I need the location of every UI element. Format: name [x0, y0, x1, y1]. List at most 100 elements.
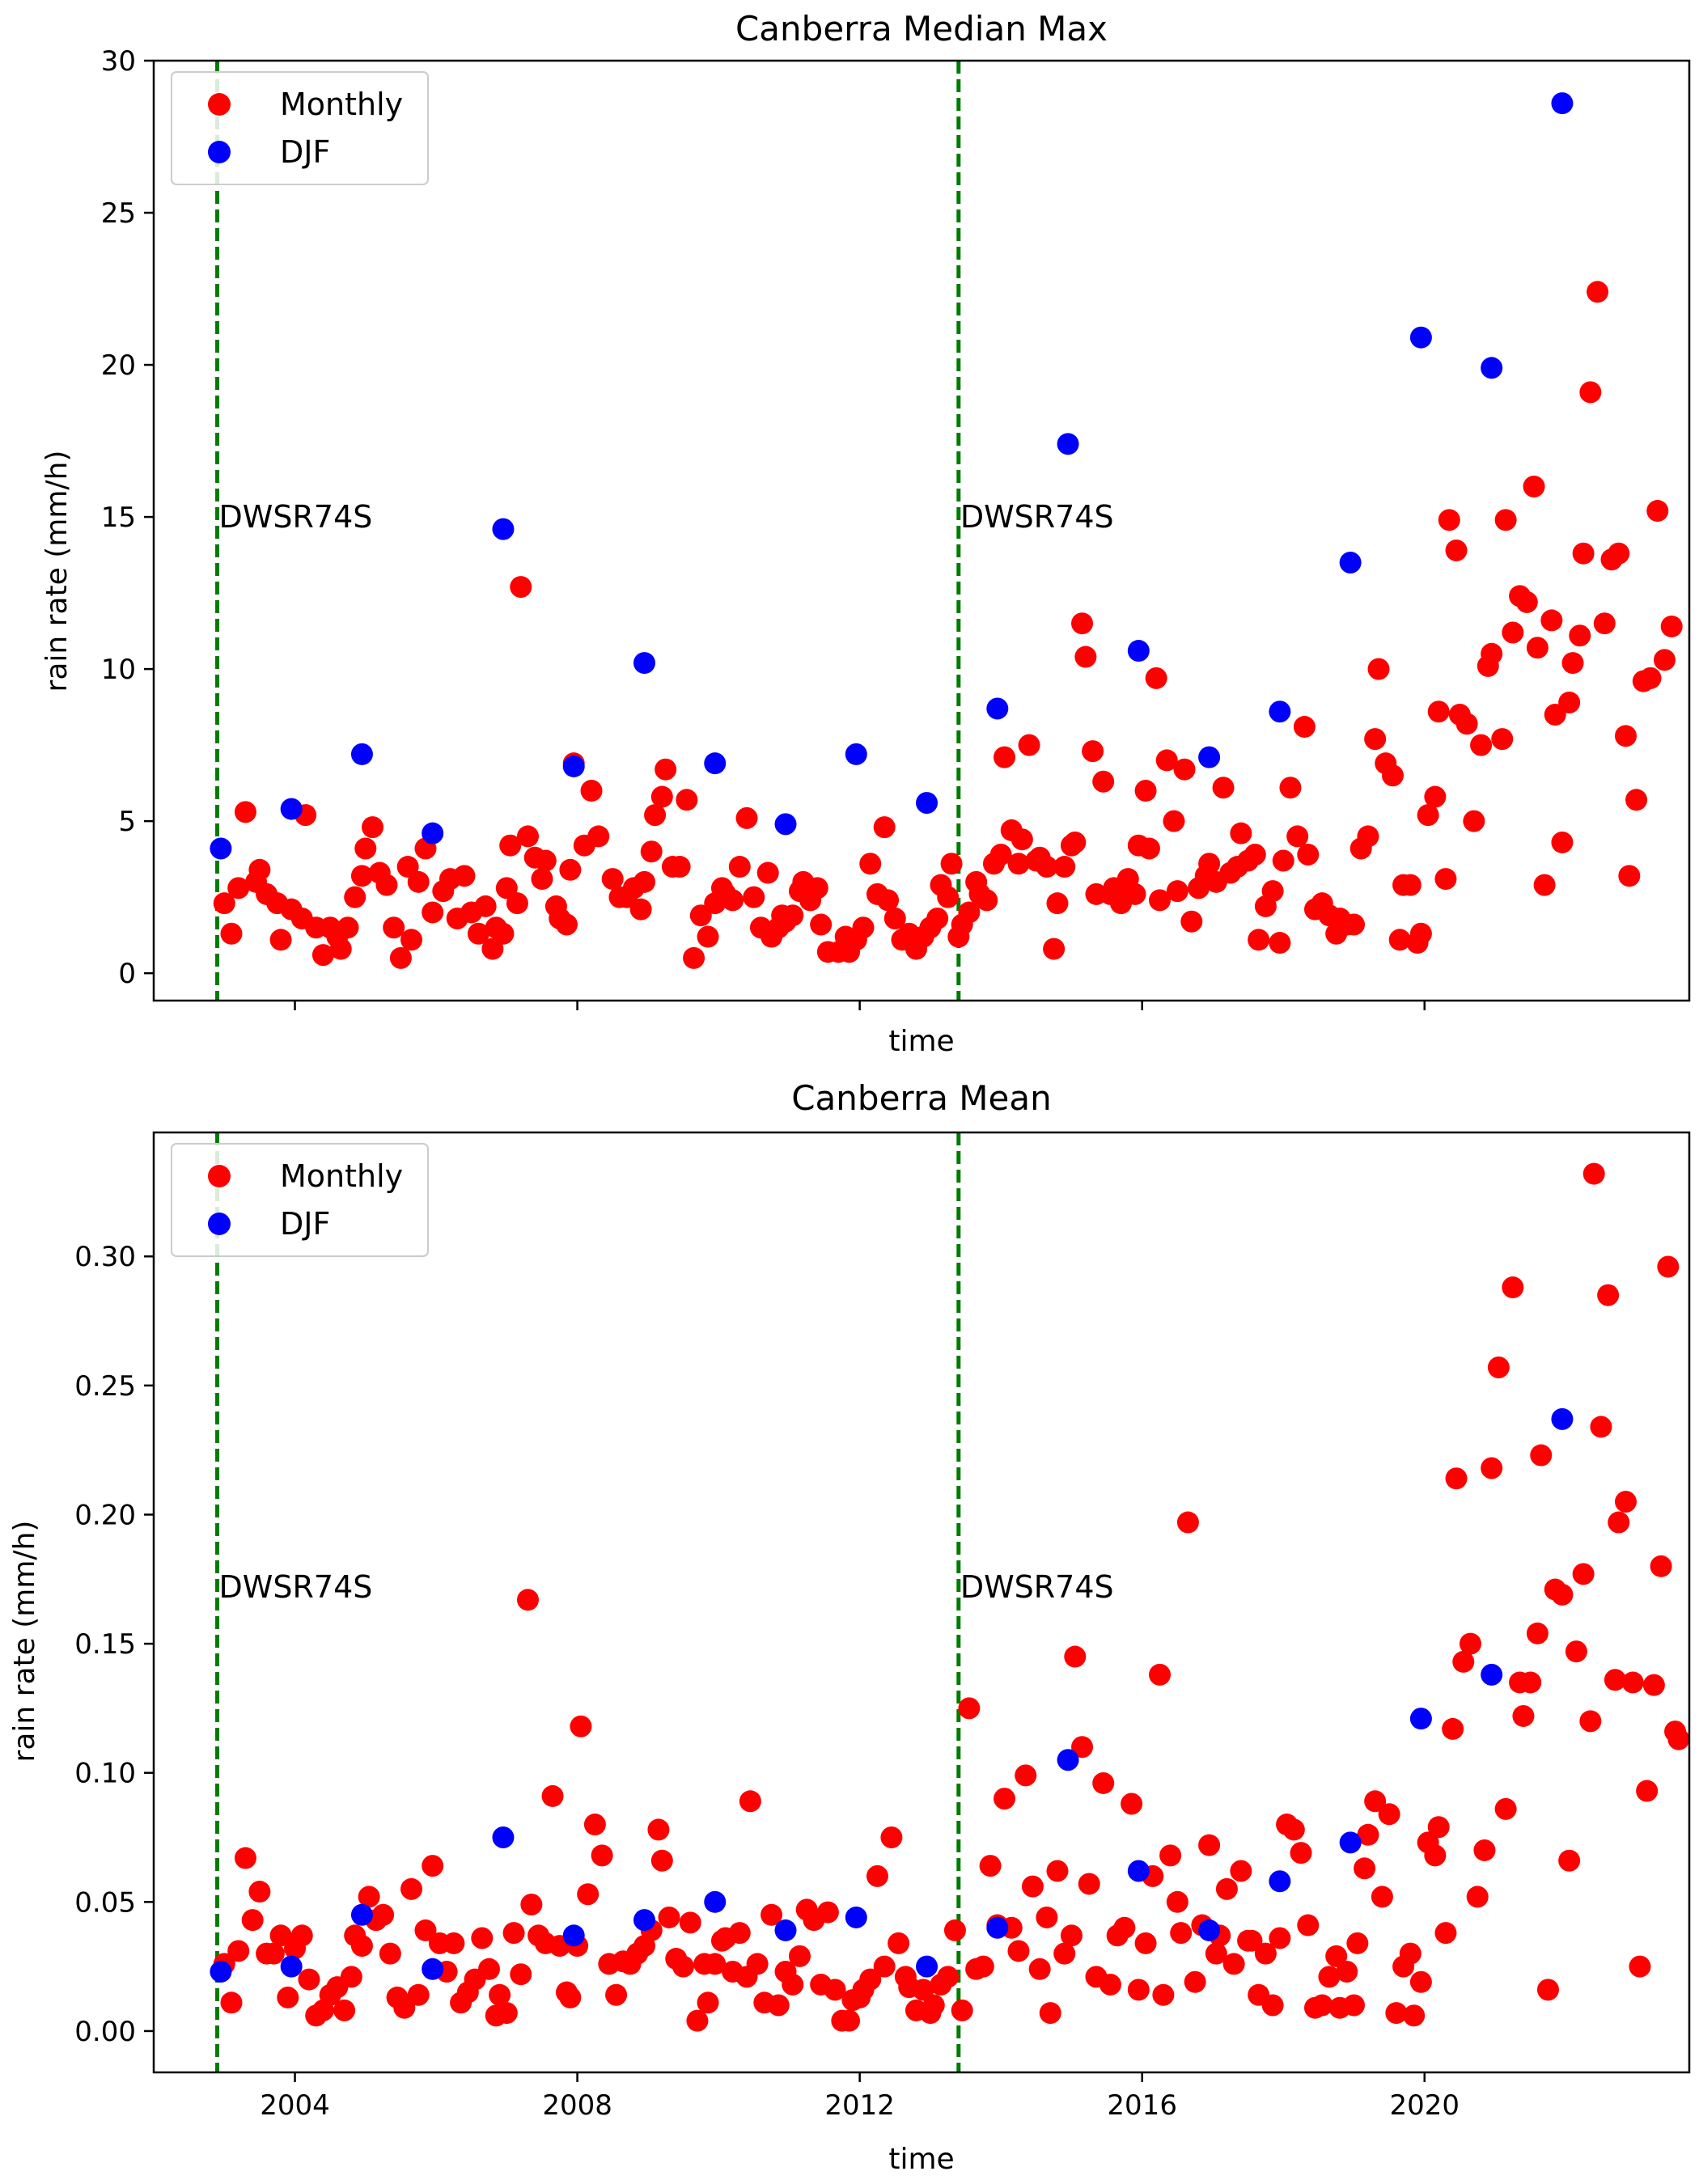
- data-point-monthly: [262, 1942, 285, 1965]
- data-point-monthly: [248, 1881, 271, 1903]
- data-point-monthly: [1074, 645, 1097, 668]
- legend-frame: [171, 71, 429, 185]
- data-point-djf: [633, 652, 655, 675]
- data-point-djf: [562, 1924, 585, 1947]
- data-point-djf: [210, 1961, 232, 1983]
- data-point-monthly: [520, 1894, 543, 1915]
- data-point-monthly: [1007, 1940, 1030, 1962]
- data-point-monthly: [1657, 1255, 1680, 1278]
- data-point-djf: [916, 1955, 938, 1978]
- data-point-monthly: [859, 853, 882, 875]
- data-point-monthly: [1385, 2002, 1408, 2025]
- data-point-monthly: [1297, 1914, 1320, 1936]
- data-point-monthly: [555, 913, 578, 936]
- data-point-monthly: [372, 1903, 395, 1926]
- legend-marker-monthly: [208, 1165, 231, 1187]
- data-point-monthly: [1007, 853, 1030, 875]
- data-point-monthly: [510, 1963, 532, 1986]
- data-point-djf: [422, 1958, 444, 1980]
- data-point-monthly: [422, 901, 444, 924]
- data-point-monthly: [658, 1906, 680, 1928]
- axes-frame: [152, 59, 1691, 1002]
- data-point-monthly: [1155, 749, 1178, 772]
- data-point-monthly: [269, 929, 292, 951]
- data-point-monthly: [1212, 777, 1235, 799]
- data-point-monthly: [683, 946, 705, 969]
- data-point-monthly: [761, 1903, 783, 1926]
- data-point-monthly: [1653, 649, 1676, 671]
- data-point-monthly: [362, 816, 384, 839]
- data-point-monthly: [467, 922, 489, 945]
- data-point-monthly: [583, 1814, 606, 1836]
- data-point-monthly: [816, 1901, 839, 1924]
- data-point-monthly: [873, 816, 896, 839]
- data-point-monthly: [743, 886, 765, 908]
- data-point-monthly: [1371, 1886, 1393, 1908]
- data-point-monthly: [739, 1790, 761, 1813]
- data-point-monthly: [1459, 1632, 1481, 1655]
- data-point-monthly: [1523, 475, 1545, 497]
- data-point-djf: [350, 743, 373, 765]
- data-point-monthly: [1149, 889, 1172, 912]
- data-point-monthly: [234, 801, 256, 823]
- data-point-monthly: [1536, 1979, 1559, 2001]
- data-point-djf: [774, 813, 797, 836]
- data-point-monthly: [605, 1983, 628, 2006]
- x-tick-label: 2004: [260, 2089, 330, 2122]
- data-point-djf: [1481, 1663, 1503, 1686]
- data-point-monthly: [1646, 500, 1669, 523]
- y-tick-label: 30: [101, 45, 136, 78]
- legend-label-monthly: Monthly: [280, 87, 403, 122]
- data-point-monthly: [1587, 281, 1609, 303]
- data-point-monthly: [601, 868, 624, 891]
- data-point-monthly: [502, 1922, 525, 1945]
- data-point-monthly: [1417, 804, 1439, 827]
- y-tick-label: 0.00: [74, 2016, 136, 2048]
- data-point-monthly: [499, 834, 522, 857]
- data-point-monthly: [1311, 1994, 1333, 2017]
- data-point-monthly: [340, 1966, 362, 1988]
- data-point-monthly: [1466, 1886, 1489, 1908]
- data-point-monthly: [1642, 1674, 1665, 1696]
- data-point-monthly: [350, 865, 373, 887]
- data-point-monthly: [1582, 1162, 1605, 1185]
- data-point-monthly: [587, 825, 610, 848]
- data-point-monthly: [1540, 609, 1563, 632]
- data-point-monthly: [994, 1788, 1016, 1810]
- data-point-monthly: [350, 1935, 373, 1958]
- data-point-monthly: [1293, 716, 1316, 739]
- data-point-monthly: [1572, 542, 1595, 565]
- data-point-monthly: [1629, 1955, 1651, 1978]
- data-point-monthly: [1442, 1717, 1464, 1740]
- data-point-monthly: [989, 843, 1012, 866]
- data-point-monthly: [375, 874, 398, 896]
- data-point-monthly: [1018, 734, 1040, 756]
- data-point-monthly: [756, 861, 779, 884]
- data-point-monthly: [883, 907, 906, 929]
- data-point-monthly: [1015, 1764, 1037, 1787]
- data-point-monthly: [298, 1968, 320, 1991]
- y-tick-label: 0.25: [74, 1370, 136, 1403]
- data-point-monthly: [1078, 1873, 1100, 1895]
- data-point-monthly: [1445, 1467, 1468, 1490]
- data-point-monthly: [1215, 1877, 1238, 1900]
- data-point-monthly: [1364, 1790, 1387, 1813]
- data-point-monthly: [531, 868, 553, 891]
- data-point-monthly: [1290, 1842, 1312, 1864]
- data-point-monthly: [1572, 1563, 1595, 1585]
- y-tick-label: 10: [101, 654, 136, 686]
- data-point-monthly: [1205, 1942, 1227, 1965]
- data-point-djf: [280, 798, 303, 820]
- data-point-monthly: [650, 785, 673, 808]
- data-point-monthly: [1124, 882, 1146, 905]
- data-point-monthly: [534, 849, 557, 872]
- data-point-monthly: [1561, 652, 1584, 675]
- data-point-monthly: [1134, 1932, 1157, 1954]
- data-point-monthly: [1082, 740, 1104, 763]
- data-point-monthly: [1434, 1922, 1457, 1945]
- data-point-monthly: [976, 889, 998, 912]
- data-point-monthly: [810, 913, 833, 936]
- data-point-monthly: [559, 1986, 582, 2008]
- legend-label-djf: DJF: [280, 1206, 330, 1242]
